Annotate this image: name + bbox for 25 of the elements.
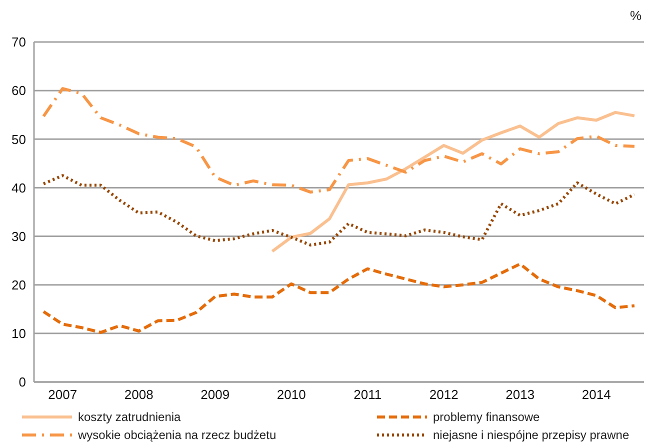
y-tick-label: 30: [12, 228, 26, 244]
x-tick-label: 2014: [582, 387, 611, 402]
y-tick-label: 40: [12, 180, 26, 196]
x-tick-label: 2009: [200, 387, 230, 402]
x-tick-label: 2012: [429, 387, 458, 402]
y-axis-title: %: [630, 8, 642, 23]
x-tick-label: 2008: [124, 387, 154, 402]
y-tick-label: 0: [18, 374, 26, 390]
line-series: [42, 174, 636, 247]
y-tick-label: 10: [12, 326, 26, 342]
x-tick-label: 2013: [506, 387, 535, 402]
y-tick-label: 50: [12, 132, 26, 147]
y-tick-label: 70: [12, 34, 26, 50]
line-series: [270, 110, 636, 253]
legend-label: wysokie obciążenia na rzecz budżetu: [78, 428, 276, 442]
legend-label: niejasne i niespójne przepisy prawne: [433, 428, 630, 442]
legend-label: problemy finansowe: [433, 410, 540, 424]
x-tick-label: 2011: [354, 387, 382, 402]
x-tick-label: 2010: [276, 387, 306, 402]
line-series: [42, 262, 636, 334]
line-series: [42, 87, 636, 194]
y-tick-label: 20: [12, 277, 26, 292]
x-tick-label: 2007: [48, 387, 78, 402]
legend-label: koszty zatrudnienia: [78, 410, 181, 424]
y-tick-label: 60: [12, 83, 26, 98]
